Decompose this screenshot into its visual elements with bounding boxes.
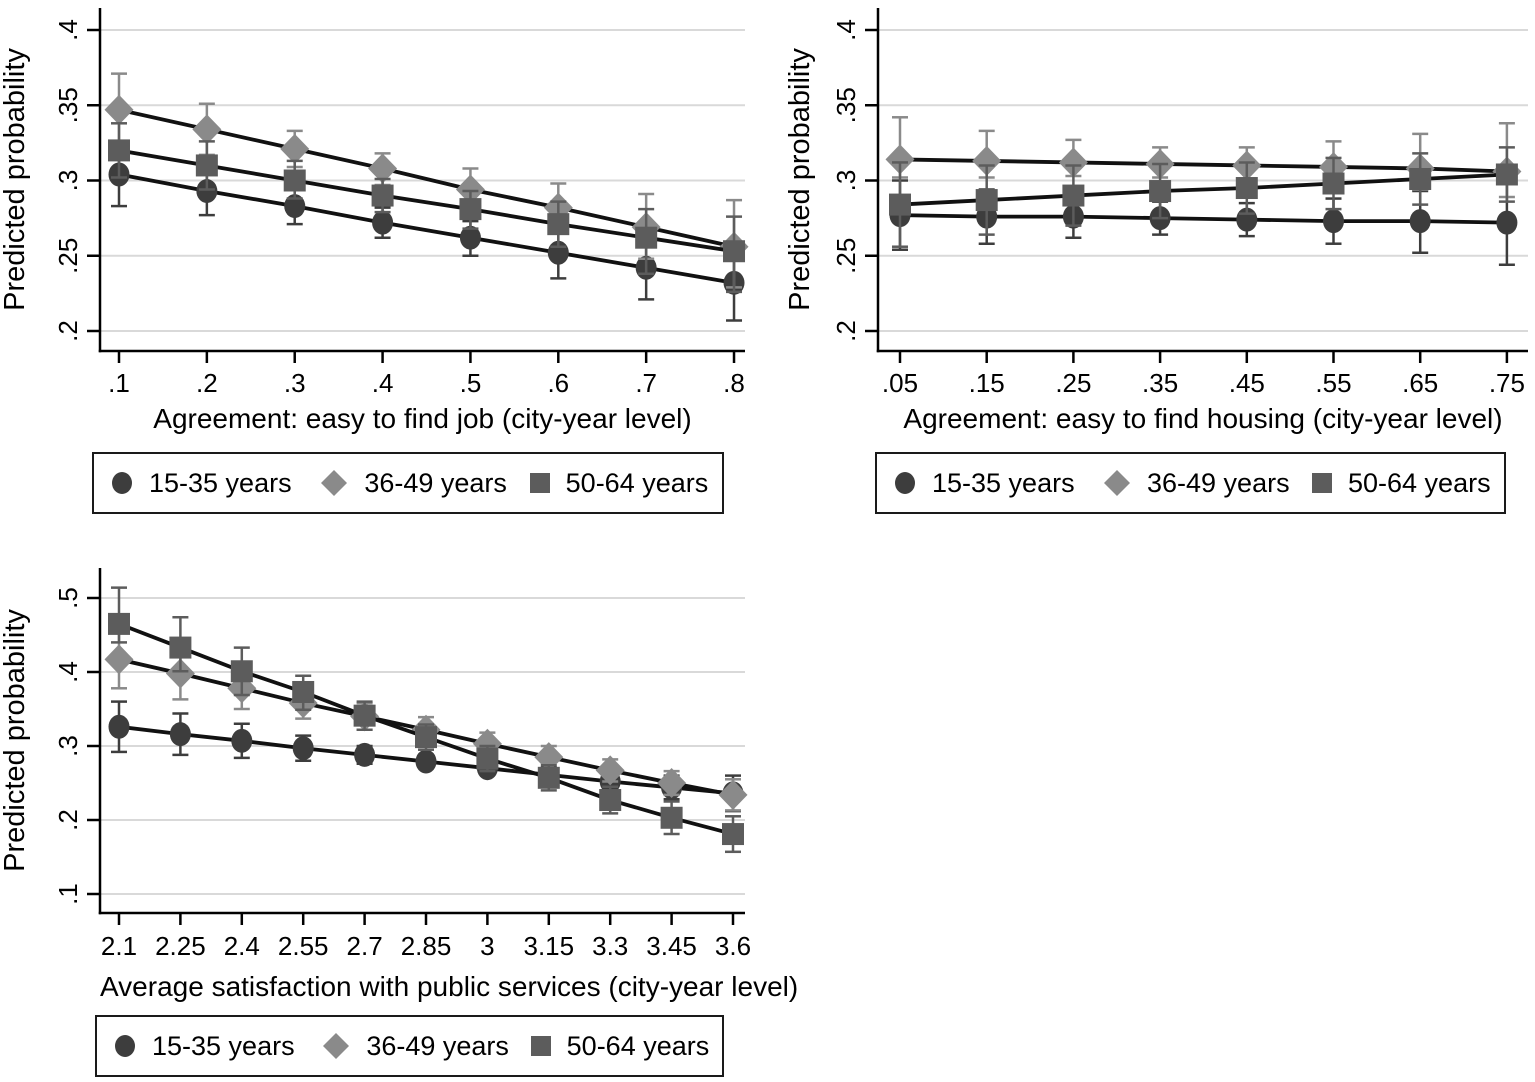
- legend-public-services: 15-35 years 36-49 years 50-64 years: [95, 1015, 724, 1077]
- legend-find-housing: 15-35 years 36-49 years 50-64 years: [875, 452, 1506, 514]
- series-square: [889, 146, 1518, 248]
- svg-text:3.15: 3.15: [523, 931, 574, 961]
- legend-find-job: 15-35 years 36-49 years 50-64 years: [92, 452, 724, 514]
- svg-text:.4: .4: [53, 661, 83, 683]
- svg-text:.35: .35: [53, 87, 83, 123]
- svg-text:.35: .35: [831, 87, 861, 123]
- svg-text:.3: .3: [53, 170, 83, 192]
- svg-text:.2: .2: [196, 368, 218, 398]
- svg-text:2.85: 2.85: [401, 931, 452, 961]
- svg-text:.1: .1: [53, 883, 83, 905]
- svg-text:.15: .15: [969, 368, 1005, 398]
- legend-item-50-64: 50-64 years: [513, 468, 722, 499]
- chart-find-housing: .2 .25 .3 .35 .4 .05 .15 .25 .35 .45 .55 .65 .75 Pred…: [785, 8, 1528, 398]
- panel-find-housing: .2 .25 .3 .35 .4 .05 .15 .25 .35 .45 .55 .65 .75 Pred…: [785, 0, 1535, 540]
- legend-item-15-35: 15-35 years: [877, 468, 1086, 499]
- svg-text:.2: .2: [53, 320, 83, 342]
- x-axis-label-public-services: Average satisfaction with public service…: [100, 971, 799, 1002]
- svg-text:2.7: 2.7: [347, 931, 383, 961]
- svg-text:.2: .2: [53, 809, 83, 831]
- svg-text:.35: .35: [1142, 368, 1178, 398]
- series-square: [108, 586, 744, 854]
- tick-labels: .2 .25 .3 .35 .4 .05 .15 .25 .35 .45 .55 .65 .75: [831, 19, 1525, 398]
- svg-text:.2: .2: [831, 320, 861, 342]
- tick-labels: .1 .2 .3 .4 .5 2.1 2.25 2.4 2.55 2.7 2.85 3 3.15 3.3 3…: [53, 587, 751, 961]
- legend-item-15-35: 15-35 years: [94, 468, 303, 499]
- panel-find-job: .2 .25 .3 .35 .4 .1 .2 .3 .4 .5 .6 .7 .8 Predicted pr…: [0, 0, 760, 540]
- circle-marker-icon: [115, 1035, 135, 1057]
- diamond-marker-icon: [1104, 470, 1130, 496]
- svg-text:.5: .5: [460, 368, 482, 398]
- legend-label-36-49: 36-49 years: [1147, 467, 1290, 498]
- svg-text:2.55: 2.55: [278, 931, 329, 961]
- svg-text:.25: .25: [53, 238, 83, 274]
- legend-label-15-35: 15-35 years: [149, 467, 292, 498]
- svg-text:3.45: 3.45: [646, 931, 697, 961]
- diamond-marker-icon: [323, 1033, 350, 1059]
- diamond-marker-icon: [321, 470, 348, 496]
- svg-text:.55: .55: [1315, 368, 1351, 398]
- axes: [87, 8, 745, 363]
- legend-label-36-49: 36-49 years: [364, 467, 507, 498]
- svg-text:2.1: 2.1: [101, 931, 137, 961]
- y-axis-label: Predicted probability: [785, 48, 816, 311]
- svg-text:.3: .3: [53, 735, 83, 757]
- svg-text:3.3: 3.3: [592, 931, 628, 961]
- y-axis-label: Predicted probability: [0, 609, 31, 872]
- legend-item-36-49: 36-49 years: [1086, 468, 1295, 499]
- legend-label-15-35: 15-35 years: [932, 467, 1075, 498]
- legend-label-50-64: 50-64 years: [1348, 467, 1491, 498]
- series-square: [108, 122, 746, 294]
- svg-text:.65: .65: [1402, 368, 1438, 398]
- svg-text:.4: .4: [53, 19, 83, 41]
- svg-text:3.6: 3.6: [715, 931, 751, 961]
- svg-text:.7: .7: [635, 368, 657, 398]
- svg-text:.4: .4: [831, 19, 861, 41]
- chart-public-services: .1 .2 .3 .4 .5 2.1 2.25 2.4 2.55 2.7 2.85 3 3.15 3.3 3…: [0, 568, 751, 961]
- legend-item-36-49: 36-49 years: [303, 468, 512, 499]
- panel-public-services: .1 .2 .3 .4 .5 2.1 2.25 2.4 2.55 2.7 2.85 3 3.15 3.3 3…: [0, 555, 799, 1082]
- svg-text:.05: .05: [882, 368, 918, 398]
- x-axis-label-find-job: Agreement: easy to find job (city-year l…: [153, 403, 692, 434]
- legend-label-15-35: 15-35 years: [152, 1030, 295, 1061]
- circle-marker-icon: [895, 472, 915, 494]
- square-marker-icon: [1312, 473, 1332, 493]
- svg-text:.6: .6: [547, 368, 569, 398]
- axes: [87, 568, 745, 925]
- svg-text:2.4: 2.4: [224, 931, 260, 961]
- square-marker-icon: [530, 1036, 551, 1056]
- axes: [865, 8, 1528, 363]
- x-axis-label-find-housing: Agreement: easy to find housing (city-ye…: [903, 403, 1503, 434]
- y-axis-label: Predicted probability: [0, 48, 31, 311]
- legend-label-36-49: 36-49 years: [366, 1030, 509, 1061]
- svg-text:.5: .5: [53, 587, 83, 609]
- chart-find-job: .2 .25 .3 .35 .4 .1 .2 .3 .4 .5 .6 .7 .8 Predicted pr…: [0, 8, 749, 398]
- svg-text:.3: .3: [284, 368, 306, 398]
- svg-text:.4: .4: [372, 368, 394, 398]
- svg-text:.25: .25: [831, 238, 861, 274]
- legend-label-50-64: 50-64 years: [565, 467, 709, 498]
- svg-text:2.25: 2.25: [155, 931, 206, 961]
- legend-item-50-64: 50-64 years: [514, 1031, 722, 1062]
- svg-text:.8: .8: [723, 368, 745, 398]
- svg-text:3: 3: [480, 931, 494, 961]
- tick-labels: .2 .25 .3 .35 .4 .1 .2 .3 .4 .5 .6 .7 .8: [53, 19, 745, 398]
- svg-text:.1: .1: [108, 368, 130, 398]
- svg-text:.25: .25: [1055, 368, 1091, 398]
- svg-text:.3: .3: [831, 170, 861, 192]
- square-marker-icon: [529, 473, 550, 493]
- svg-text:.75: .75: [1489, 368, 1525, 398]
- legend-item-36-49: 36-49 years: [305, 1031, 513, 1062]
- circle-marker-icon: [112, 472, 132, 494]
- legend-label-50-64: 50-64 years: [566, 1030, 710, 1061]
- legend-item-50-64: 50-64 years: [1295, 468, 1504, 499]
- gridlines: [100, 29, 745, 332]
- svg-text:.45: .45: [1229, 368, 1265, 398]
- legend-item-15-35: 15-35 years: [97, 1031, 305, 1062]
